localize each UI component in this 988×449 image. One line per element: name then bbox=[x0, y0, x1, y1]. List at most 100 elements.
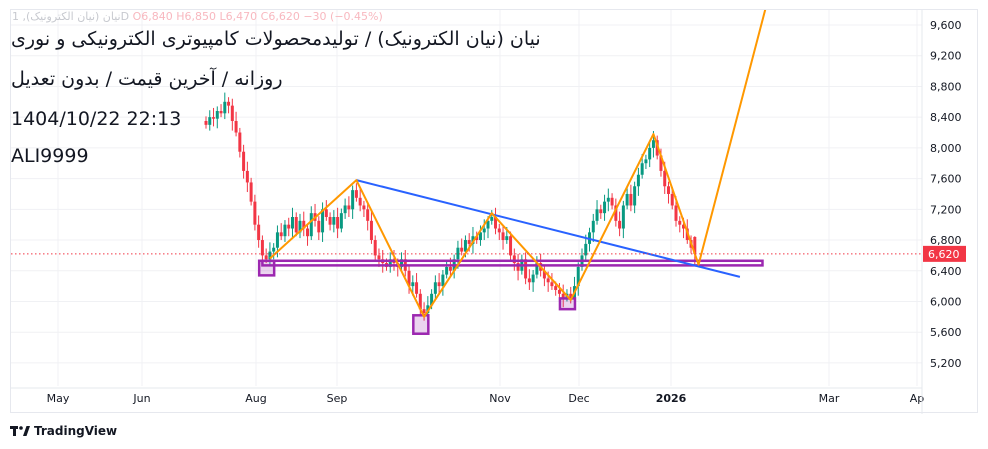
candle-body bbox=[463, 240, 467, 252]
ohlc-legend: نیان (نیان الکترونیک), 1D O6,840 H6,850 … bbox=[12, 10, 383, 23]
last-price-badge bbox=[923, 245, 966, 262]
candle-body bbox=[445, 266, 449, 275]
candle-body bbox=[621, 205, 625, 229]
candle bbox=[550, 273, 554, 290]
chart-datetime: 1404/10/22 22:13 bbox=[11, 108, 182, 130]
candle bbox=[257, 215, 261, 248]
candle-body bbox=[253, 201, 257, 225]
candle bbox=[621, 200, 625, 239]
chart-settings: روزانه / آخرین قیمت / بدون تعدیل bbox=[11, 68, 283, 90]
candle-body bbox=[433, 282, 437, 294]
candle bbox=[633, 181, 637, 214]
candle bbox=[336, 207, 340, 239]
legend-close: C6,620 bbox=[260, 10, 300, 23]
candle-body bbox=[595, 209, 599, 221]
candle-body bbox=[219, 111, 223, 114]
candle-body bbox=[542, 270, 546, 279]
candle-body bbox=[324, 209, 328, 217]
candle bbox=[317, 216, 321, 241]
candle bbox=[230, 98, 234, 131]
candle bbox=[509, 231, 513, 262]
candle bbox=[238, 127, 242, 158]
candle bbox=[313, 203, 317, 227]
candle-body bbox=[467, 240, 471, 244]
y-tick-label: 8,800 bbox=[930, 80, 962, 93]
candle-body bbox=[606, 197, 610, 202]
candle-body bbox=[524, 259, 528, 279]
candle-body bbox=[377, 255, 381, 260]
legend-high: H6,850 bbox=[176, 10, 217, 23]
candle-body bbox=[294, 217, 298, 233]
candle-body bbox=[527, 278, 531, 283]
candle bbox=[388, 252, 392, 273]
candle-body bbox=[663, 170, 667, 187]
candle-body bbox=[272, 247, 276, 252]
candle-body bbox=[603, 201, 607, 214]
candle-body bbox=[471, 236, 475, 244]
x-tick-label: Mar bbox=[819, 392, 840, 405]
chart-frame: 5,200 5,600 6,000 6,400 6,800 7,200 7,600 8,000… bbox=[10, 9, 979, 414]
candle bbox=[636, 167, 640, 196]
candle-body bbox=[366, 209, 370, 221]
chart-title: نیان (نیان الکترونیک) / تولیدمحصولات کام… bbox=[11, 28, 541, 50]
candle bbox=[576, 262, 580, 296]
candle-body bbox=[204, 121, 208, 125]
candle bbox=[234, 111, 238, 137]
candle-body bbox=[554, 286, 558, 290]
candle-body bbox=[618, 220, 622, 229]
candle-body bbox=[328, 217, 332, 225]
candle bbox=[482, 219, 486, 241]
y-tick-label: 6,800 bbox=[930, 234, 962, 247]
candle-body bbox=[321, 209, 325, 233]
candle bbox=[302, 211, 306, 237]
candle bbox=[347, 196, 351, 217]
candle-body bbox=[651, 140, 655, 148]
candle bbox=[294, 212, 298, 237]
candle-body bbox=[456, 247, 460, 260]
candle bbox=[287, 217, 291, 237]
candle-body bbox=[509, 236, 513, 256]
candle bbox=[358, 188, 362, 212]
pivot-box bbox=[412, 314, 430, 335]
candle-body bbox=[674, 205, 678, 221]
candle-body bbox=[659, 155, 663, 171]
y-tick-label: 8,400 bbox=[930, 111, 962, 124]
candle-body bbox=[249, 182, 253, 202]
candle bbox=[245, 161, 249, 193]
tradingview-icon bbox=[10, 426, 30, 436]
candle-body bbox=[475, 236, 479, 241]
candle-body bbox=[535, 263, 539, 275]
x-tick-label: Dec bbox=[568, 392, 589, 405]
candle-body bbox=[227, 101, 231, 106]
candle-body bbox=[306, 228, 310, 237]
candle bbox=[328, 212, 332, 231]
support-zone bbox=[261, 259, 764, 267]
candle-body bbox=[610, 197, 614, 206]
candle-body bbox=[516, 263, 520, 271]
candle bbox=[433, 275, 437, 300]
candle bbox=[298, 213, 302, 239]
candle-body bbox=[490, 217, 494, 221]
candle bbox=[591, 213, 595, 242]
candle-body bbox=[260, 240, 264, 256]
candle-body bbox=[629, 193, 633, 206]
tradingview-logo[interactable]: TradingView bbox=[10, 424, 117, 438]
candle bbox=[208, 110, 212, 131]
candle-body bbox=[576, 266, 580, 287]
candle bbox=[253, 194, 257, 231]
candle-body bbox=[494, 217, 498, 229]
candle-body bbox=[497, 228, 501, 233]
candle bbox=[542, 266, 546, 287]
candle bbox=[215, 106, 219, 129]
candle-body bbox=[644, 159, 648, 164]
candle-body bbox=[648, 147, 652, 160]
candle bbox=[445, 260, 449, 279]
candle-body bbox=[693, 236, 697, 254]
candle-body bbox=[354, 190, 358, 198]
candle bbox=[603, 194, 607, 221]
candle-body bbox=[212, 117, 216, 119]
legend-change: −30 (−0.45%) bbox=[303, 10, 383, 23]
y-tick-label: 7,600 bbox=[930, 173, 962, 186]
price-chart[interactable]: 5,200 5,600 6,000 6,400 6,800 7,200 7,600 8,000… bbox=[11, 10, 979, 414]
candle-body bbox=[347, 205, 351, 210]
